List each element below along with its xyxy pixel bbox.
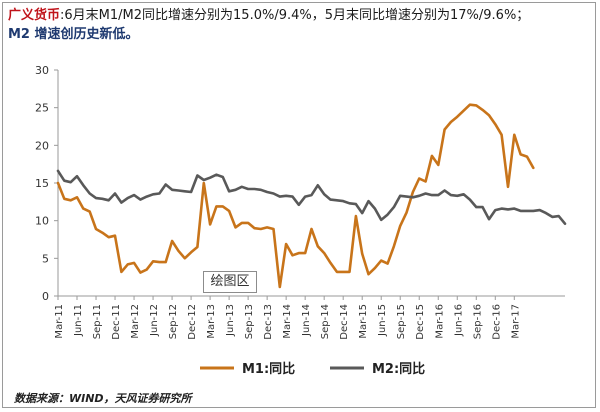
- x-tick-label: Sep-15: [396, 304, 407, 339]
- y-tick-label: 25: [35, 102, 49, 115]
- legend-label: M2:同比: [372, 361, 425, 377]
- x-tick-label: Jun-15: [377, 304, 388, 337]
- y-tick-label: 10: [35, 215, 49, 228]
- x-tick-label: Dec-16: [491, 304, 502, 340]
- x-tick-label: Sep-16: [472, 304, 483, 339]
- x-tick-label: Dec-14: [339, 304, 350, 340]
- y-tick-label: 5: [42, 252, 49, 265]
- x-tick-label: Sep-13: [244, 304, 255, 339]
- header-line-1: 广义货币:6月末M1/M2同比增速分别为15.0%/9.4%，5月末同比增速分别…: [8, 6, 594, 25]
- y-tick-label: 30: [35, 64, 49, 77]
- chart-frame: [2, 2, 596, 408]
- header-line-2: M2 增速创历史新低。: [8, 27, 139, 42]
- y-tick-label: 0: [42, 290, 49, 303]
- x-tick-label: Jun-12: [149, 304, 160, 337]
- x-tick-label: Sep-12: [168, 304, 179, 339]
- source-note: 数据来源：WIND，天风证券研究所: [14, 392, 192, 405]
- header-text: :6月末M1/M2同比增速分别为15.0%/9.4%，5月末同比增速分别为17%…: [60, 8, 530, 23]
- header-lead: 广义货币: [8, 8, 61, 23]
- x-tick-label: Mar-17: [510, 304, 521, 339]
- plot-area-label: 绘图区: [203, 271, 257, 293]
- x-tick-label: Dec-15: [415, 304, 426, 340]
- x-tick-label: Sep-11: [92, 304, 103, 339]
- x-tick-label: Sep-14: [320, 304, 331, 339]
- legend-label: M1:同比: [242, 361, 295, 377]
- y-tick-label: 20: [35, 139, 49, 152]
- x-tick-label: Dec-11: [111, 304, 122, 340]
- x-tick-label: Jun-14: [301, 304, 312, 337]
- series-line-m2: [56, 169, 567, 225]
- x-tick-label: Dec-12: [187, 304, 198, 340]
- series-line-m1: [56, 103, 535, 289]
- x-tick-label: Jun-11: [73, 304, 84, 337]
- x-tick-label: Mar-13: [206, 304, 217, 339]
- y-tick-label: 15: [35, 177, 49, 190]
- x-tick-label: Jun-13: [225, 304, 236, 337]
- x-tick-label: Mar-16: [434, 304, 445, 339]
- x-tick-label: Mar-11: [54, 304, 65, 339]
- chart-header: 广义货币:6月末M1/M2同比增速分别为15.0%/9.4%，5月末同比增速分别…: [8, 6, 594, 44]
- x-tick-label: Jun-16: [453, 304, 464, 337]
- x-tick-label: Dec-13: [263, 304, 274, 340]
- x-tick-label: Mar-15: [358, 304, 369, 339]
- x-tick-label: Mar-14: [282, 304, 293, 339]
- x-tick-label: Mar-12: [130, 304, 141, 339]
